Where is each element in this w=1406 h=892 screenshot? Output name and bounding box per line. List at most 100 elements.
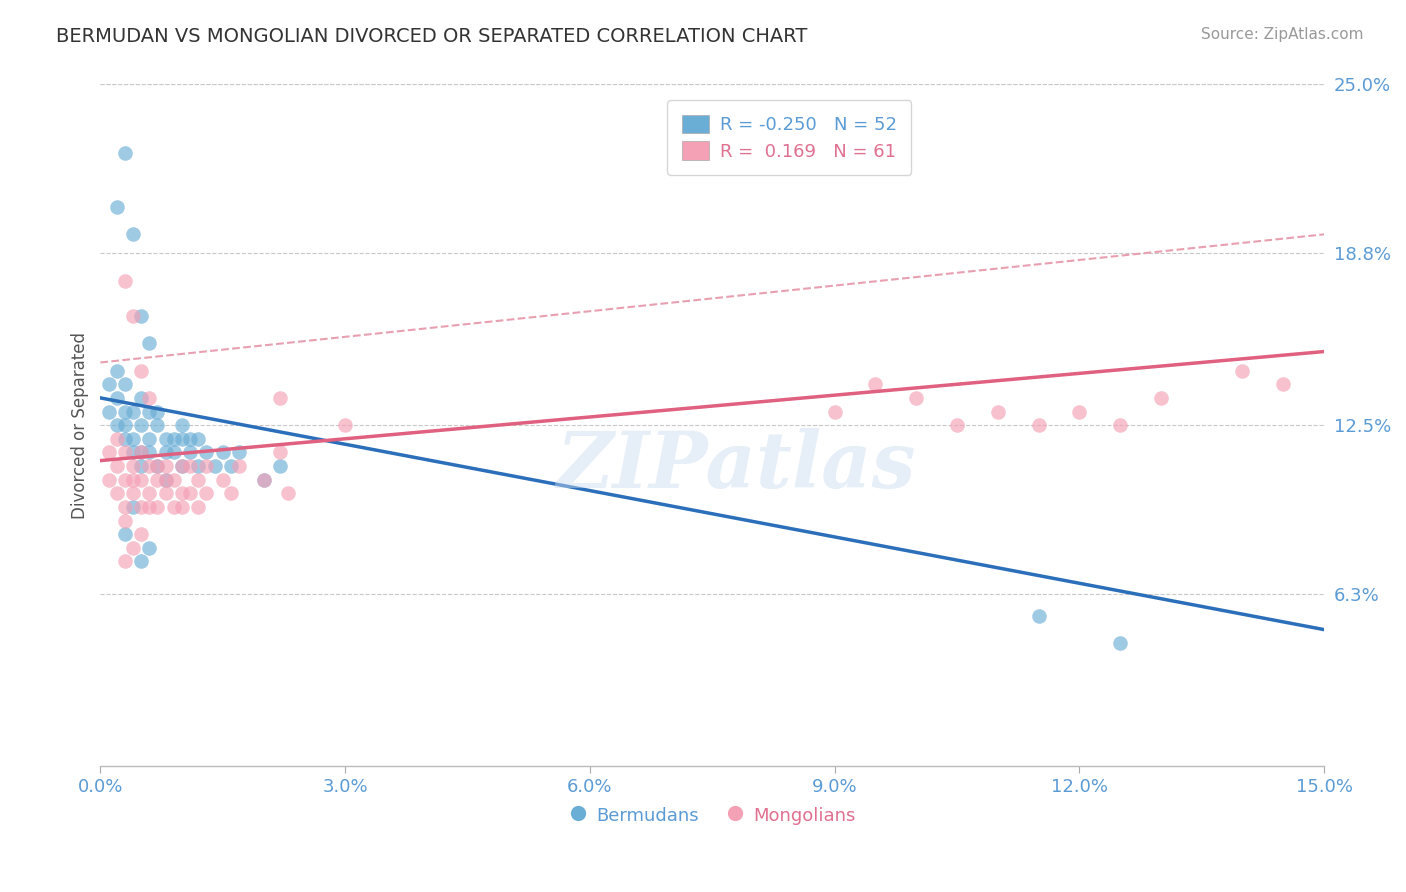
- Point: [146, 473, 169, 487]
- Point: [163, 432, 186, 446]
- Point: [122, 500, 145, 514]
- Point: [138, 404, 160, 418]
- Text: BERMUDAN VS MONGOLIAN DIVORCED OR SEPARATED CORRELATION CHART: BERMUDAN VS MONGOLIAN DIVORCED OR SEPARA…: [56, 27, 807, 45]
- Point: [170, 486, 193, 500]
- Point: [204, 458, 226, 473]
- Point: [179, 458, 201, 473]
- Point: [114, 274, 136, 288]
- Point: [129, 445, 152, 459]
- Point: [211, 445, 233, 459]
- Point: [114, 445, 136, 459]
- Point: [129, 554, 152, 568]
- Point: [824, 404, 846, 418]
- Point: [129, 391, 152, 405]
- Point: [1150, 391, 1173, 405]
- Point: [1272, 377, 1295, 392]
- Point: [155, 473, 177, 487]
- Point: [163, 500, 186, 514]
- Point: [138, 486, 160, 500]
- Legend: Bermudans, Mongolians: Bermudans, Mongolians: [562, 799, 862, 832]
- Point: [105, 391, 128, 405]
- Point: [122, 227, 145, 242]
- Point: [114, 145, 136, 160]
- Point: [170, 458, 193, 473]
- Point: [114, 473, 136, 487]
- Point: [97, 445, 120, 459]
- Point: [195, 458, 218, 473]
- Point: [946, 418, 969, 433]
- Point: [187, 500, 209, 514]
- Point: [122, 309, 145, 323]
- Point: [219, 458, 242, 473]
- Point: [195, 486, 218, 500]
- Point: [163, 473, 186, 487]
- Point: [865, 377, 887, 392]
- Point: [228, 458, 250, 473]
- Point: [114, 527, 136, 541]
- Point: [277, 486, 299, 500]
- Point: [114, 500, 136, 514]
- Point: [163, 445, 186, 459]
- Point: [146, 458, 169, 473]
- Point: [333, 418, 356, 433]
- Point: [170, 418, 193, 433]
- Point: [187, 458, 209, 473]
- Point: [155, 432, 177, 446]
- Point: [170, 432, 193, 446]
- Point: [1069, 404, 1091, 418]
- Point: [138, 458, 160, 473]
- Point: [122, 458, 145, 473]
- Point: [987, 404, 1010, 418]
- Point: [1109, 636, 1132, 650]
- Point: [129, 309, 152, 323]
- Point: [129, 418, 152, 433]
- Point: [1028, 609, 1050, 624]
- Point: [146, 458, 169, 473]
- Text: Source: ZipAtlas.com: Source: ZipAtlas.com: [1201, 27, 1364, 42]
- Point: [1232, 364, 1254, 378]
- Point: [146, 404, 169, 418]
- Point: [170, 458, 193, 473]
- Point: [905, 391, 928, 405]
- Point: [146, 418, 169, 433]
- Point: [155, 473, 177, 487]
- Point: [114, 404, 136, 418]
- Point: [138, 500, 160, 514]
- Point: [114, 418, 136, 433]
- Point: [97, 404, 120, 418]
- Point: [187, 473, 209, 487]
- Point: [122, 432, 145, 446]
- Point: [105, 486, 128, 500]
- Point: [129, 473, 152, 487]
- Point: [129, 364, 152, 378]
- Point: [114, 432, 136, 446]
- Point: [129, 527, 152, 541]
- Point: [122, 445, 145, 459]
- Point: [97, 473, 120, 487]
- Point: [114, 514, 136, 528]
- Point: [105, 432, 128, 446]
- Point: [138, 432, 160, 446]
- Point: [195, 445, 218, 459]
- Point: [252, 473, 274, 487]
- Point: [269, 445, 291, 459]
- Text: ZIPatlas: ZIPatlas: [557, 428, 917, 504]
- Point: [114, 554, 136, 568]
- Point: [138, 541, 160, 555]
- Point: [122, 486, 145, 500]
- Point: [129, 445, 152, 459]
- Point: [129, 458, 152, 473]
- Point: [1109, 418, 1132, 433]
- Point: [114, 377, 136, 392]
- Point: [211, 473, 233, 487]
- Point: [122, 473, 145, 487]
- Point: [138, 391, 160, 405]
- Point: [129, 500, 152, 514]
- Point: [105, 418, 128, 433]
- Point: [138, 445, 160, 459]
- Y-axis label: Divorced or Separated: Divorced or Separated: [72, 332, 89, 518]
- Point: [146, 500, 169, 514]
- Point: [105, 458, 128, 473]
- Point: [105, 364, 128, 378]
- Point: [179, 445, 201, 459]
